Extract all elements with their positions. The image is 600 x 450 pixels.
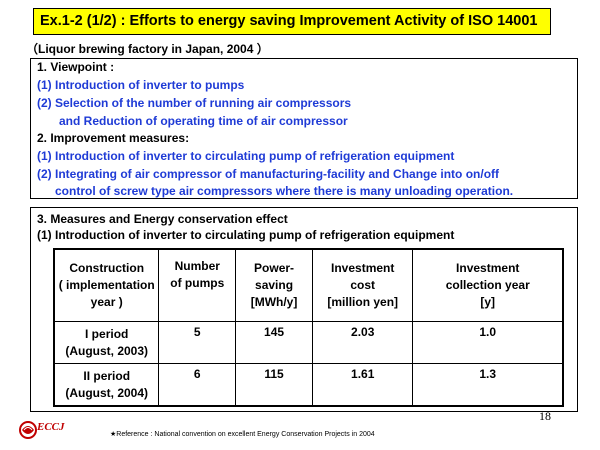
row-cost: 2.03 (311, 321, 414, 364)
row-collection: 1.0 (412, 321, 564, 364)
row-pumps: 6 (158, 363, 237, 407)
viewpoint-item-2-cont: and Reduction of operating time of air c… (59, 114, 348, 128)
header-power-saving: Power- saving [MWh/y] (235, 248, 313, 322)
table-row: II period (August, 2004) 6 115 1.61 1.3 (53, 363, 564, 407)
slide-subtitle: （Liquor brewing factory in Japan, 2004 ） (26, 42, 269, 56)
measures-heading: 3. Measures and Energy conservation effe… (37, 212, 288, 226)
row-saving: 145 (235, 321, 313, 364)
header-collection-year: Investment collection year [y] (412, 248, 564, 322)
row-saving: 115 (235, 363, 313, 407)
eccj-logo-text: ECCJ (37, 421, 65, 433)
viewpoint-item-2: (2) Selection of the number of running a… (37, 96, 352, 110)
improvement-item-2-cont: control of screw type air compressors wh… (55, 184, 514, 198)
viewpoint-item-1: (1) Introduction of inverter to pumps (37, 78, 245, 92)
improvement-item-2: (2) Integrating of air compressor of man… (37, 167, 500, 181)
eccj-logo: ECCJ (18, 420, 88, 440)
header-number-of-pumps: Number of pumps (158, 248, 237, 322)
improvement-heading: 2. Improvement measures: (37, 131, 190, 145)
viewpoint-box (30, 58, 578, 199)
reference-note: ★Reference : National convention on exce… (110, 431, 375, 438)
table-header-row: Construction ( implementation year ) Num… (53, 248, 564, 322)
row-collection: 1.3 (412, 363, 564, 407)
eccj-logo-icon (19, 421, 37, 439)
viewpoint-heading: 1. Viewpoint : (37, 60, 115, 74)
header-investment-cost: Investment cost [million yen] (311, 248, 414, 322)
row-pumps: 5 (158, 321, 237, 364)
row-period: II period (August, 2004) (53, 363, 160, 407)
energy-effect-table: Construction ( implementation year ) Num… (53, 248, 564, 407)
header-construction: Construction ( implementation year ) (53, 248, 160, 322)
row-period: I period (August, 2003) (53, 321, 160, 364)
table-row: I period (August, 2003) 5 145 2.03 1.0 (53, 321, 564, 364)
measures-subheading: (1) Introduction of inverter to circulat… (37, 228, 455, 242)
improvement-item-1: (1) Introduction of inverter to circulat… (37, 149, 455, 163)
page-number: 18 (539, 409, 551, 423)
row-cost: 1.61 (311, 363, 414, 407)
slide-title: Ex.1-2 (1/2) : Efforts to energy saving … (33, 8, 551, 35)
